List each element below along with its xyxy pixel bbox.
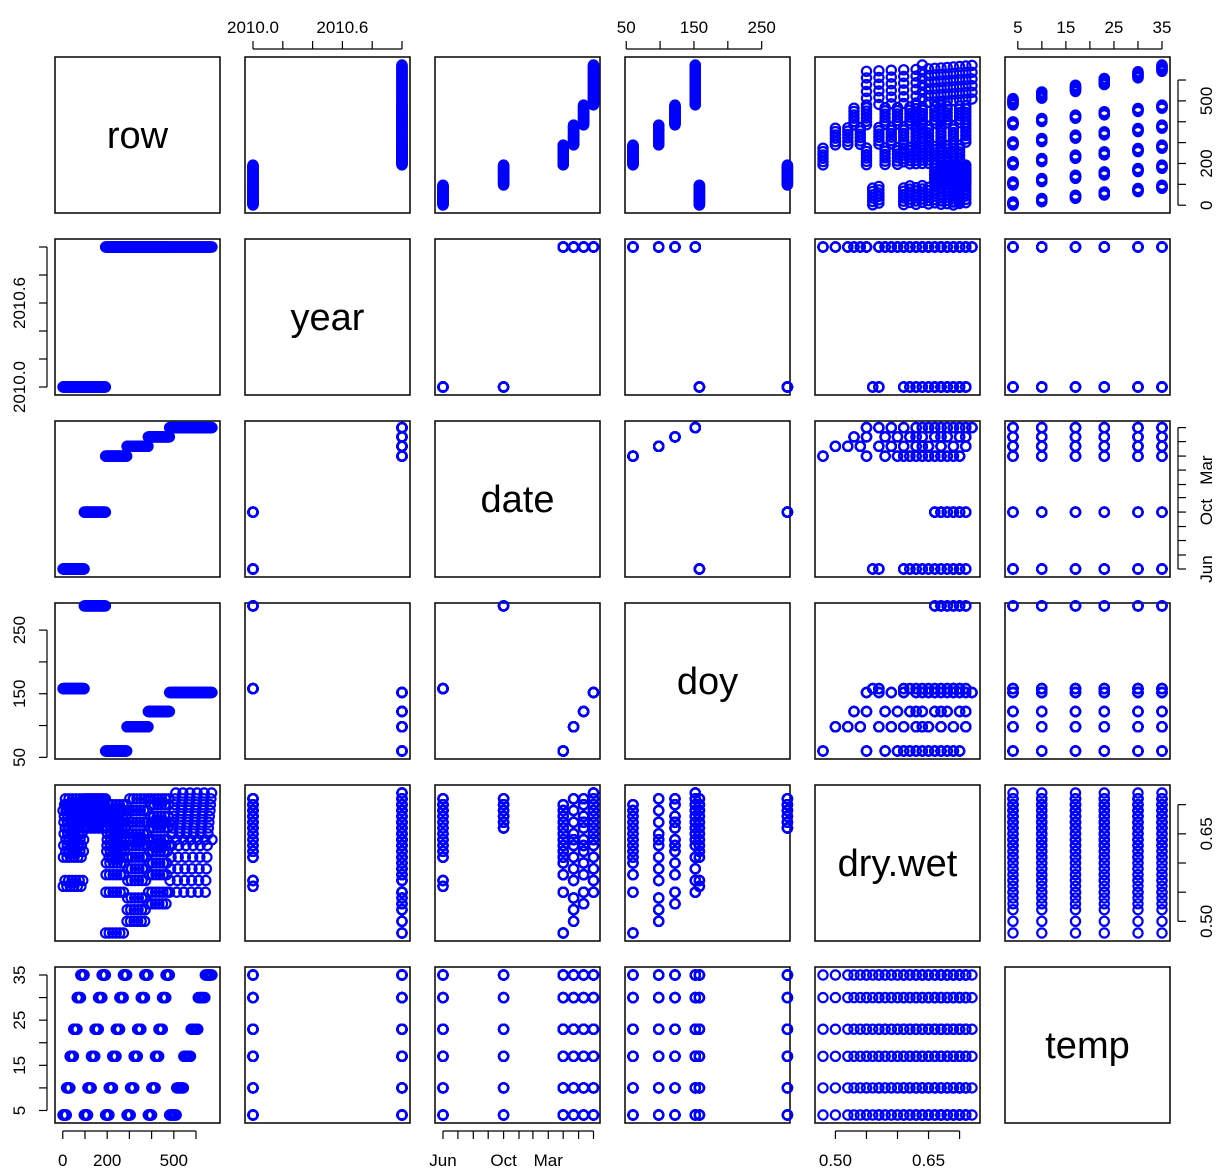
panel-year-vs-year: year <box>244 238 411 396</box>
data-point <box>898 64 910 76</box>
data-point <box>898 241 910 253</box>
data-point <box>916 381 929 393</box>
data-point <box>1156 241 1168 253</box>
panel-frame <box>1004 56 1171 214</box>
data-point <box>873 241 885 253</box>
data-point <box>1036 381 1048 393</box>
variable-label-row: row <box>107 115 169 157</box>
panel-row-vs-dry.wet <box>814 56 981 214</box>
data-point <box>1036 241 1048 253</box>
data-point <box>1098 381 1111 393</box>
data-point <box>653 119 665 131</box>
panel-year-vs-doy <box>624 238 794 396</box>
panel-frame <box>54 56 221 214</box>
data-point <box>693 179 706 191</box>
data-point <box>1069 381 1082 393</box>
data-point <box>1156 381 1168 393</box>
data-point <box>781 159 794 171</box>
data-point <box>557 241 569 253</box>
panel-frame <box>1004 238 1171 396</box>
panel-frame <box>54 238 221 396</box>
data-point <box>860 65 873 78</box>
data-point <box>1007 381 1019 393</box>
data-point <box>653 241 665 253</box>
data-point <box>689 241 702 253</box>
data-point <box>829 241 842 253</box>
data-point <box>497 159 510 171</box>
panel-row-vs-row: row <box>54 56 221 214</box>
panel-frame <box>624 238 791 396</box>
panel-year-vs-temp <box>1004 238 1171 396</box>
data-point <box>873 65 885 77</box>
panel-row-vs-date <box>434 56 601 214</box>
data-point <box>947 381 960 393</box>
data-point <box>669 241 681 253</box>
data-point <box>873 381 885 393</box>
panel-frame <box>814 238 981 396</box>
data-point <box>1069 241 1082 253</box>
data-point <box>497 381 510 393</box>
data-point <box>669 99 681 111</box>
data-point <box>817 241 829 253</box>
panel-row-vs-doy <box>624 56 794 214</box>
data-point <box>1132 241 1144 253</box>
data-point <box>247 159 259 171</box>
data-point <box>929 381 941 393</box>
panel-year-vs-row <box>54 238 221 396</box>
data-point <box>557 139 569 151</box>
data-point <box>587 59 600 71</box>
panel-frame <box>434 238 601 396</box>
data-point <box>885 241 898 253</box>
panel-frame <box>434 56 601 214</box>
panel-year-vs-date <box>434 238 601 396</box>
data-point <box>960 381 972 393</box>
data-point <box>693 381 706 393</box>
data-point <box>396 59 408 71</box>
panel-frame <box>624 56 791 214</box>
data-point <box>1132 381 1144 393</box>
panel-row-vs-temp <box>1004 56 1171 214</box>
panel-date-vs-row <box>54 420 221 578</box>
panel-row-vs-year <box>244 56 411 214</box>
data-point <box>587 241 600 253</box>
data-point <box>567 241 580 253</box>
data-point <box>577 241 590 253</box>
panel-frame <box>244 56 411 214</box>
data-point <box>1007 241 1019 253</box>
data-point <box>848 241 860 253</box>
data-point <box>916 241 929 253</box>
data-point <box>627 241 639 253</box>
data-point <box>860 241 873 253</box>
variable-label-year: year <box>291 297 365 339</box>
data-point <box>437 381 449 393</box>
data-point <box>966 241 978 253</box>
data-point <box>904 381 916 393</box>
panel-year-vs-dry.wet <box>814 238 981 396</box>
data-point <box>627 139 639 151</box>
data-point <box>1098 241 1111 253</box>
data-point <box>437 179 449 191</box>
